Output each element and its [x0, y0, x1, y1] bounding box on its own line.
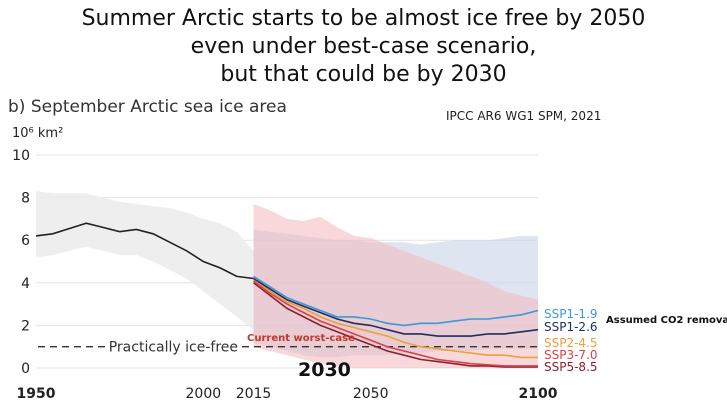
source-label: IPCC AR6 WG1 SPM, 2021 [446, 109, 601, 123]
series-line-SSP2-4.5 [253, 277, 538, 359]
series-label-SSP2-4.5: SSP2-4.5 [544, 336, 598, 350]
worst-case-annotation: Current worst-case [247, 333, 355, 344]
chart-title: b) September Arctic sea ice area [8, 97, 287, 117]
threshold: Practically ice-free [38, 337, 540, 356]
x-tick-label: 2015 [236, 386, 272, 402]
series-label-SSP1-2.6: SSP1-2.6 [544, 320, 598, 334]
y-tick-label: 10 [12, 148, 30, 164]
y-unit-label: 10⁶ km² [12, 126, 63, 141]
headline-line-2: even under best-case scenario, [190, 34, 537, 59]
series-line-SSP1-2.6 [253, 277, 539, 337]
year-2030-annotation: 2030 [298, 359, 351, 381]
headline-line-3: but that could be by 2030 [220, 62, 507, 87]
series-line-SSP3-7.0 [253, 280, 538, 367]
y-tick-label: 6 [21, 233, 30, 249]
series-line-SSP1-1.9 [253, 275, 539, 327]
x-tick-label: 1950 [17, 386, 56, 402]
y-tick-label: 8 [21, 191, 30, 207]
series-label-SSP1-1.9: SSP1-1.9 [544, 307, 598, 321]
series-label-SSP3-7.0: SSP3-7.0 [544, 348, 598, 362]
historical-line [35, 222, 254, 280]
historical-range-band [36, 191, 254, 330]
series-line-SSP5-8.5 [253, 282, 538, 368]
threshold-label-background [108, 337, 242, 356]
axis-ticks: 0 2 4 6 8 10 1950 2000 2015 2050 2100 [12, 148, 558, 402]
y-tick-label: 0 [21, 361, 30, 377]
y-tick-label: 4 [21, 276, 30, 292]
x-tick-label: 2050 [353, 386, 389, 402]
y-tick-label: 2 [21, 318, 30, 334]
series-label-SSP5-8.5: SSP5-8.5 [544, 360, 598, 374]
co2-removal-annotation: Assumed CO2 removal [606, 315, 727, 326]
headline-line-1: Summer Arctic starts to be almost ice fr… [81, 6, 646, 31]
x-tick-label: 2000 [186, 386, 222, 402]
x-tick-label: 2100 [519, 386, 558, 402]
ice-free-threshold-label: Practically ice-free [109, 340, 238, 356]
series-lines [35, 222, 539, 368]
